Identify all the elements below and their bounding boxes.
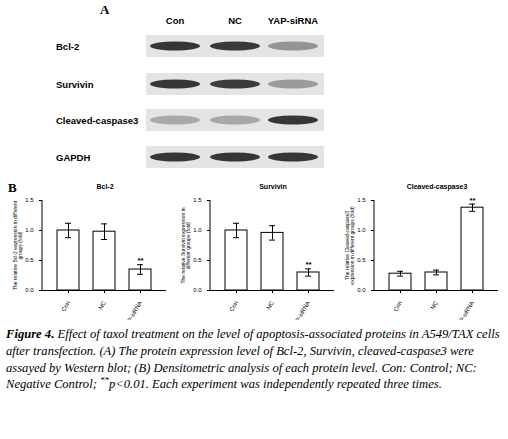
svg-text:YAP-siRNA: YAP-siRNA [291, 300, 311, 320]
svg-text:1.0: 1.0 [25, 227, 34, 233]
svg-text:0.5: 0.5 [193, 257, 202, 263]
html-text:B: B [8, 180, 17, 195]
svg-text:A: A [100, 2, 110, 17]
svg-text:Cleaved-caspase3: Cleaved-caspase3 [56, 115, 138, 126]
svg-text:The relative Cleaved-caspase3e: The relative Cleaved-caspase3expression … [344, 206, 355, 285]
html-text:Bcl-2: Bcl-2 [96, 183, 114, 190]
svg-text:NC: NC [228, 15, 242, 26]
svg-text:Con: Con [60, 300, 71, 313]
svg-text:0.5: 0.5 [357, 257, 366, 263]
svg-text:**: ** [469, 196, 476, 205]
svg-text:NC: NC [265, 299, 275, 310]
svg-text:YAP-siRNA: YAP-siRNA [123, 300, 143, 320]
svg-text:1.0: 1.0 [193, 227, 202, 233]
svg-text:0.5: 0.5 [25, 257, 34, 263]
svg-text:**: ** [305, 260, 312, 269]
svg-text:**: ** [137, 256, 144, 265]
svg-text:0.0: 0.0 [25, 287, 34, 293]
svg-text:0.0: 0.0 [193, 287, 202, 293]
html-text:Cleaved-caspase3: Cleaved-caspase3 [406, 183, 468, 190]
html-text:Survivin: Survivin [259, 183, 287, 190]
svg-text:The relative Survivin expressi: The relative Survivin expression indiffe… [180, 207, 191, 283]
svg-text:Con: Con [392, 300, 403, 313]
svg-text:1.5: 1.5 [25, 197, 34, 203]
svg-text:YAP-siRNA: YAP-siRNA [455, 300, 475, 320]
svg-text:1.5: 1.5 [357, 197, 366, 203]
svg-text:Bcl-2: Bcl-2 [56, 41, 79, 52]
svg-text:1.0: 1.0 [357, 227, 366, 233]
svg-text:NC: NC [97, 299, 107, 310]
svg-text:NC: NC [429, 299, 439, 310]
svg-text:Con: Con [228, 300, 239, 313]
svg-text:YAP-siRNA: YAP-siRNA [268, 15, 318, 26]
svg-text:0.0: 0.0 [357, 287, 366, 293]
svg-text:Con: Con [166, 15, 185, 26]
svg-text:1.5: 1.5 [193, 197, 202, 203]
html-text:Figure 4. Effect of taxol trea: Figure 4. Effect of taxol treatment on t… [6, 327, 500, 392]
svg-text:The relative Bcl-2 expression: The relative Bcl-2 expression in differe… [12, 200, 23, 290]
svg-text:Survivin: Survivin [56, 79, 94, 90]
svg-text:GAPDH: GAPDH [56, 152, 90, 163]
